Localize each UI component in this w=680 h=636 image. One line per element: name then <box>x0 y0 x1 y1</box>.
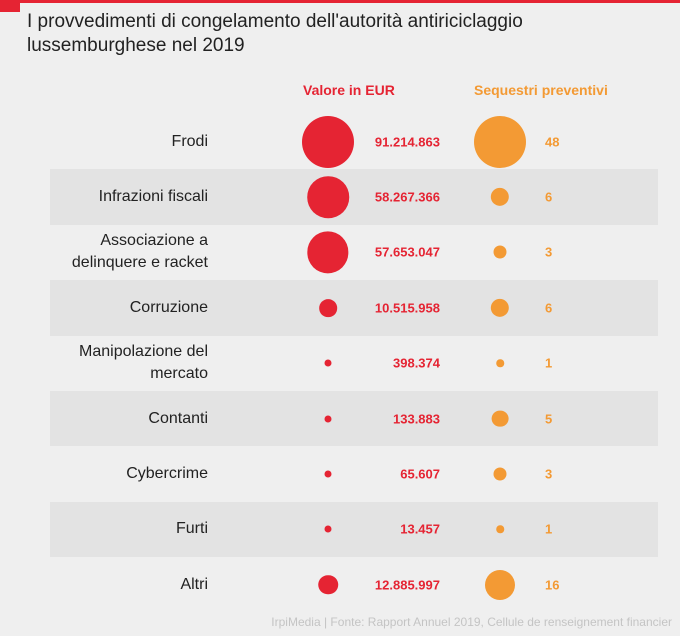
sequestri-label: 6 <box>545 189 553 205</box>
chart-rows: Frodi 91.214.863 48 Infrazioni fiscali 58… <box>0 114 680 613</box>
sequestri-bubble <box>474 115 526 168</box>
valore-bubble <box>324 470 332 478</box>
sequestri-label: 16 <box>545 577 560 593</box>
table-row: Manipolazione del mercato 398.374 1 <box>0 336 680 391</box>
sequestri-label: 1 <box>545 355 553 371</box>
category-label: Manipolazione del mercato <box>79 343 208 383</box>
sequestri-label: 48 <box>545 134 560 150</box>
table-row: Cybercrime 65.607 3 <box>0 446 680 501</box>
valore-label: 58.267.366 <box>374 189 440 205</box>
column-header-sequestri: Sequestri preventivi <box>474 82 608 98</box>
valore-bubble <box>318 575 338 595</box>
table-row: Furti 13.457 1 <box>0 501 680 558</box>
sequestri-bubble <box>490 187 510 207</box>
valore-bubble <box>307 176 349 218</box>
sequestri-bubble <box>484 569 516 600</box>
valore-label: 12.885.997 <box>374 577 440 593</box>
sequestri-label: 3 <box>545 466 553 482</box>
brand-mark <box>0 0 20 12</box>
valore-bubble <box>302 115 354 168</box>
valore-label: 57.653.047 <box>374 244 440 260</box>
source-note: IrpiMedia | Fonte: Rapport Annuel 2019, … <box>271 615 672 629</box>
category-label: Associazione a delinquere e racket <box>71 232 208 272</box>
table-row: Associazione a delinquere e racket 57.65… <box>0 225 680 280</box>
table-row: Corruzione 10.515.958 6 <box>0 280 680 336</box>
valore-bubble <box>324 525 332 533</box>
table-row: Infrazioni fiscali 58.267.366 6 <box>0 169 680 226</box>
valore-label: 398.374 <box>393 355 440 371</box>
sequestri-label: 1 <box>545 521 553 537</box>
category-label: Corruzione <box>129 298 208 316</box>
valore-label: 91.214.863 <box>374 134 440 150</box>
category-label: Altri <box>180 575 208 593</box>
sequestri-bubble <box>496 359 504 367</box>
table-row: Frodi 91.214.863 48 <box>0 114 680 169</box>
table-row: Contanti 133.883 5 <box>0 390 680 447</box>
top-accent-bar <box>0 0 680 3</box>
sequestri-bubble <box>491 410 509 428</box>
valore-bubble <box>319 299 337 317</box>
valore-bubble <box>307 231 349 274</box>
column-header-valore: Valore in EUR <box>303 82 395 98</box>
valore-bubble <box>324 359 332 367</box>
table-row: Altri 12.885.997 16 <box>0 557 680 612</box>
valore-label: 10.515.958 <box>374 300 440 316</box>
category-label: Furti <box>176 520 208 538</box>
category-label: Infrazioni fiscali <box>98 188 208 206</box>
sequestri-label: 3 <box>545 244 553 260</box>
sequestri-label: 5 <box>545 411 553 427</box>
valore-label: 65.607 <box>400 466 440 482</box>
category-label: Contanti <box>148 409 208 427</box>
sequestri-bubble <box>496 525 504 534</box>
sequestri-label: 6 <box>545 300 553 316</box>
sequestri-bubble <box>493 245 507 259</box>
category-label: Frodi <box>171 132 208 150</box>
valore-label: 13.457 <box>400 521 440 537</box>
valore-label: 133.883 <box>393 411 440 427</box>
sequestri-bubble <box>493 467 507 481</box>
valore-bubble <box>324 415 332 423</box>
sequestri-bubble <box>490 298 510 318</box>
category-label: Cybercrime <box>126 465 208 483</box>
chart-title: I provvedimenti di congelamento dell'aut… <box>27 11 523 56</box>
